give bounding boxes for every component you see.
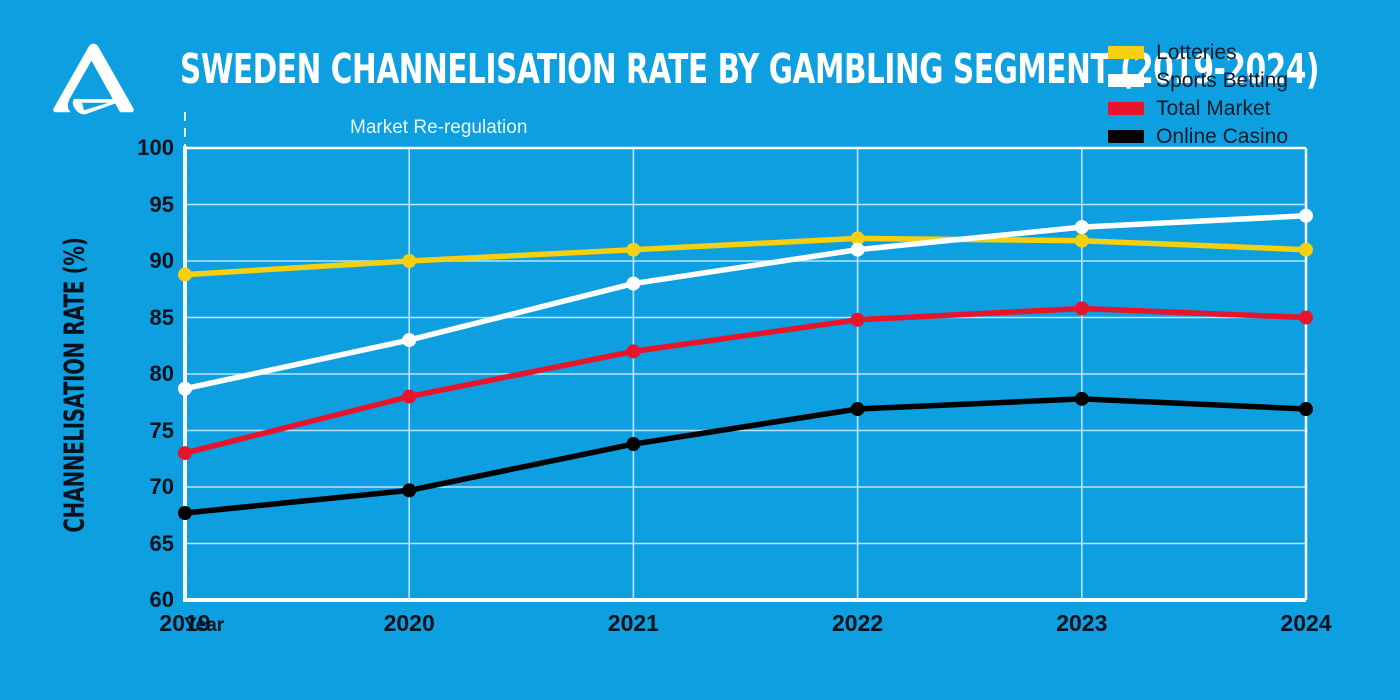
- data-point-sports-betting-2019[interactable]: [178, 381, 192, 396]
- legend-label-total-market: Total Market: [1156, 97, 1271, 120]
- x-axis-tick-2021: 2021: [607, 610, 659, 636]
- data-point-sports-betting-2024[interactable]: [1299, 208, 1313, 223]
- data-point-online-casino-2024[interactable]: [1299, 402, 1313, 417]
- legend-label-sports-betting: Sports Betting: [1156, 69, 1288, 92]
- legend-swatch-online-casino: [1108, 130, 1145, 143]
- y-axis-tick-90: 90: [149, 248, 174, 273]
- x-axis-tick-2024: 2024: [1280, 610, 1332, 636]
- legend-item-total-market[interactable]: Total Market: [1108, 96, 1288, 121]
- data-point-total-market-2024[interactable]: [1299, 310, 1313, 325]
- data-point-total-market-2020[interactable]: [402, 389, 417, 404]
- y-axis-tick-75: 75: [149, 417, 174, 443]
- series-line-online-casino: [182, 396, 1309, 516]
- data-point-sports-betting-2022[interactable]: [850, 242, 865, 257]
- legend-item-lotteries[interactable]: Lotteries: [1108, 40, 1288, 65]
- brand-logo-icon: [46, 38, 141, 118]
- data-point-total-market-2022[interactable]: [850, 312, 865, 327]
- data-point-online-casino-2022[interactable]: [850, 402, 865, 417]
- data-point-lotteries-2019[interactable]: [178, 267, 192, 282]
- x-axis-tick-2022: 2022: [832, 610, 884, 636]
- data-point-lotteries-2020[interactable]: [402, 254, 417, 268]
- annotation-market-reregulation: Market Re-regulation: [350, 117, 528, 138]
- data-point-sports-betting-2021[interactable]: [626, 276, 641, 291]
- data-point-total-market-2023[interactable]: [1074, 301, 1089, 316]
- data-point-sports-betting-2020[interactable]: [402, 333, 417, 348]
- data-point-online-casino-2023[interactable]: [1074, 391, 1089, 406]
- y-axis-tick-65: 65: [149, 530, 174, 556]
- y-axis-tick-70: 70: [149, 474, 174, 499]
- x-axis-tick-2020: 2020: [383, 610, 435, 636]
- data-point-sports-betting-2023[interactable]: [1074, 220, 1089, 235]
- legend-item-online-casino[interactable]: Online Casino: [1108, 124, 1288, 149]
- legend-item-sports-betting[interactable]: Sports Betting: [1108, 68, 1288, 93]
- data-point-online-casino-2019[interactable]: [178, 505, 192, 520]
- legend-label-lotteries: Lotteries: [1156, 41, 1237, 64]
- data-point-lotteries-2022[interactable]: [850, 231, 865, 246]
- chart-legend: Lotteries Sports Betting Total Market On…: [1108, 40, 1288, 149]
- y-axis-tick-85: 85: [149, 304, 174, 330]
- data-point-total-market-2021[interactable]: [626, 344, 641, 359]
- legend-swatch-total-market: [1108, 102, 1145, 115]
- series-line-lotteries: [182, 235, 1309, 278]
- series-line-sports-betting: [182, 213, 1309, 392]
- y-axis-tick-95: 95: [149, 191, 174, 217]
- data-point-total-market-2019[interactable]: [178, 446, 192, 461]
- y-axis-tick-80: 80: [149, 361, 174, 386]
- legend-swatch-lotteries: [1108, 46, 1145, 59]
- data-point-lotteries-2021[interactable]: [626, 242, 641, 257]
- x-axis-tick-2023: 2023: [1056, 610, 1108, 636]
- data-point-lotteries-2023[interactable]: [1074, 233, 1089, 248]
- y-axis-tick-60: 60: [149, 587, 174, 612]
- x-axis-title: Year: [184, 615, 225, 636]
- y-axis-tick-100: 100: [137, 135, 174, 160]
- y-axis-tick-labels: 60 65 70 75 80 85 90 95 100: [112, 0, 174, 700]
- data-point-lotteries-2024[interactable]: [1299, 242, 1313, 257]
- series-line-total-market: [182, 305, 1309, 456]
- data-point-online-casino-2020[interactable]: [402, 483, 417, 498]
- x-axis-tick-2019: 2019: [159, 610, 211, 636]
- data-point-online-casino-2021[interactable]: [626, 437, 641, 452]
- legend-label-online-casino: Online Casino: [1156, 125, 1288, 148]
- legend-swatch-sports-betting: [1108, 74, 1145, 87]
